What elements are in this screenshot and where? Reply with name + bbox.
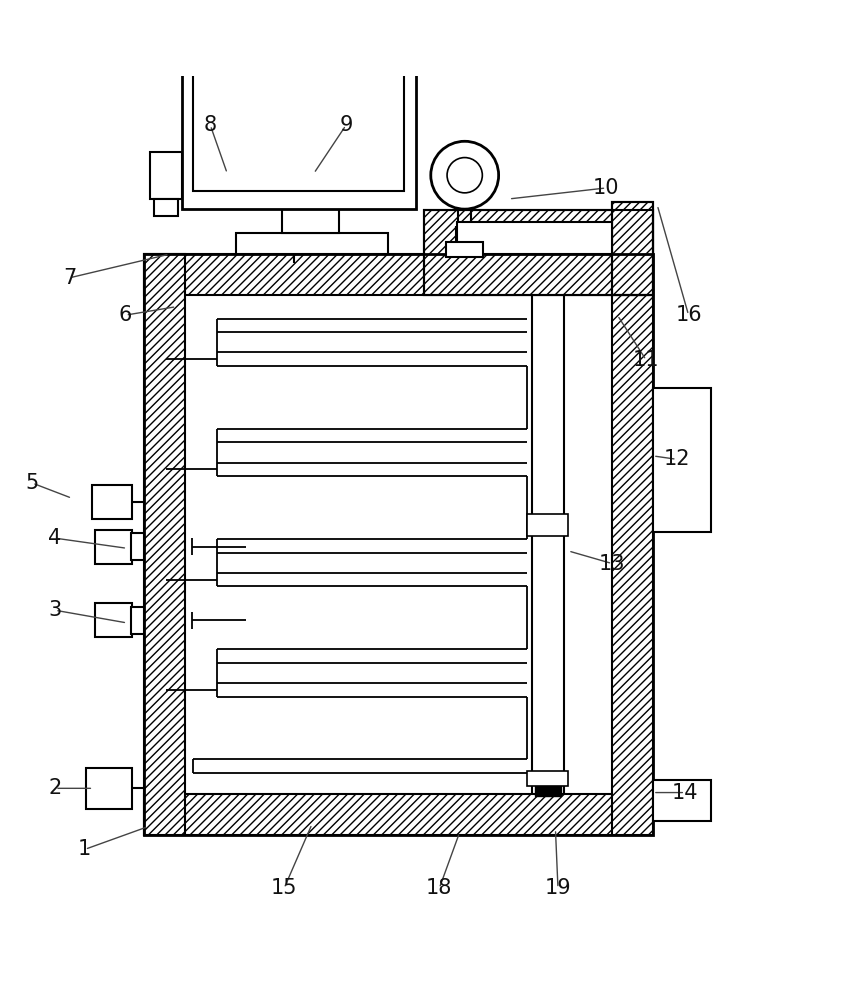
Bar <box>446 242 483 257</box>
Bar <box>424 210 653 295</box>
Text: 11: 11 <box>633 350 660 370</box>
Bar <box>144 794 653 835</box>
Bar <box>144 254 185 835</box>
Text: 19: 19 <box>544 878 572 898</box>
Text: 4: 4 <box>48 528 62 548</box>
Bar <box>527 514 568 536</box>
Text: 10: 10 <box>593 178 620 198</box>
Text: 3: 3 <box>48 600 62 620</box>
Text: 9: 9 <box>339 115 353 135</box>
Bar <box>144 254 653 835</box>
Bar <box>456 222 612 254</box>
Text: 7: 7 <box>63 268 76 288</box>
Text: 13: 13 <box>599 554 626 574</box>
Text: 1: 1 <box>78 839 92 859</box>
Bar <box>92 485 132 519</box>
Text: 2: 2 <box>48 778 62 798</box>
Text: 15: 15 <box>271 878 298 898</box>
Bar <box>193 74 404 191</box>
Bar <box>612 202 653 295</box>
Text: 16: 16 <box>675 305 702 325</box>
Bar <box>95 603 132 637</box>
Bar <box>131 533 144 560</box>
Bar <box>131 607 144 634</box>
Bar <box>535 781 561 796</box>
Bar <box>282 209 339 233</box>
Text: 8: 8 <box>204 115 217 135</box>
Bar <box>206 32 225 45</box>
Bar <box>612 202 653 295</box>
Text: 18: 18 <box>426 878 453 898</box>
Bar <box>653 780 711 821</box>
Text: 12: 12 <box>663 449 690 469</box>
Bar <box>86 768 132 809</box>
Bar <box>424 210 653 295</box>
Bar <box>144 254 653 295</box>
Bar <box>527 771 568 786</box>
Bar <box>612 254 653 835</box>
Bar <box>150 152 182 199</box>
Bar <box>236 233 388 254</box>
Text: 14: 14 <box>672 783 699 803</box>
Bar <box>95 530 132 564</box>
Bar <box>653 388 711 532</box>
Bar <box>201 45 233 63</box>
Text: 6: 6 <box>119 305 132 325</box>
Bar <box>154 199 178 216</box>
Text: 5: 5 <box>25 473 39 493</box>
Bar <box>182 63 416 209</box>
